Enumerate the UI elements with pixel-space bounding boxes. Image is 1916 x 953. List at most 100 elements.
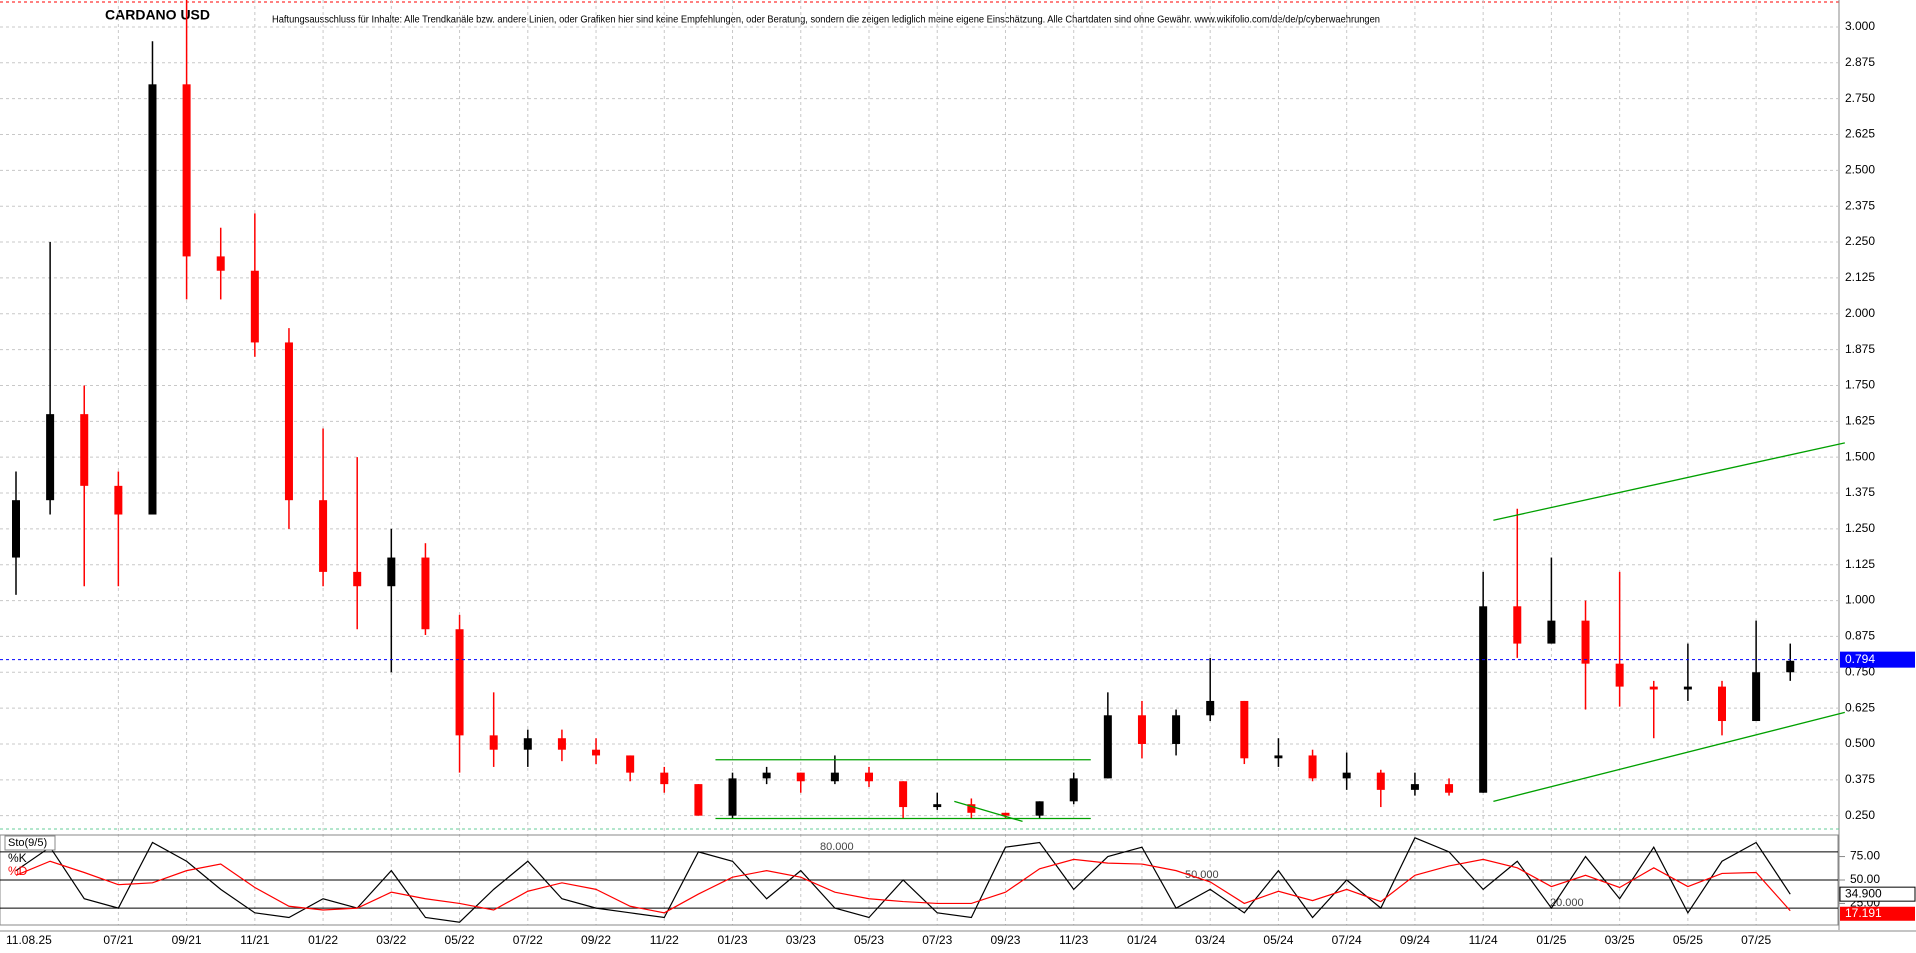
candle-body [1240, 700, 1249, 759]
x-tick-label: 05/23 [854, 933, 884, 947]
last-value-box [1840, 906, 1915, 921]
trendline [1493, 711, 1845, 802]
candle-body [557, 738, 566, 750]
candle-body [762, 772, 771, 779]
candle-body [284, 342, 293, 501]
candle-body [1479, 606, 1488, 793]
y-tick-label: 1.625 [1845, 413, 1875, 427]
y-tick-label: 3.000 [1845, 19, 1875, 33]
candle-body [1683, 686, 1692, 690]
y-tick-label: 0.875 [1845, 629, 1875, 643]
candle-body [46, 414, 55, 501]
x-tick-label: 09/24 [1400, 933, 1430, 947]
y-tick-label: 1.250 [1845, 521, 1875, 535]
x-tick-label: 07/25 [1741, 933, 1771, 947]
candle-body [12, 500, 20, 558]
candle-body [353, 571, 362, 587]
candle-body [1547, 620, 1556, 644]
candle-body [1752, 672, 1761, 722]
panel-title-box [4, 835, 56, 851]
candle-body [830, 772, 839, 782]
y-tick-label: 0.750 [1845, 664, 1875, 678]
candle-body [1069, 778, 1078, 802]
x-tick-label: 01/22 [308, 933, 338, 947]
x-tick-label: 05/22 [445, 933, 475, 947]
candle-body [1615, 663, 1624, 687]
current-price-label: 0.794 [1845, 652, 1875, 666]
candle-body [660, 772, 669, 785]
candle-body [1649, 686, 1658, 690]
x-tick-label: 07/23 [922, 933, 952, 947]
candle-body [694, 784, 703, 816]
x-tick-label: 07/21 [103, 933, 133, 947]
y-tick-label: 0.500 [1845, 736, 1875, 750]
y-tick-label: 1.500 [1845, 449, 1875, 463]
level-label: 50.000 [1185, 869, 1219, 881]
candle-body [967, 804, 976, 813]
y-tick-label: 2.750 [1845, 91, 1875, 105]
y-tick-label: 1.750 [1845, 378, 1875, 392]
candle-body [1376, 772, 1385, 790]
candle-body [1103, 715, 1112, 779]
candle-body [626, 755, 635, 773]
date-label: 11.08.25 [6, 933, 52, 947]
stoch-line [15, 837, 1791, 923]
trendline [1493, 442, 1845, 521]
candle-body [1513, 606, 1522, 644]
candle-body [1786, 660, 1795, 673]
y-tick-label: 0.250 [1845, 808, 1875, 822]
candle-body [1445, 784, 1454, 793]
candle-body [1410, 784, 1419, 790]
legend-label: %K [8, 851, 27, 865]
candle-body [1137, 715, 1146, 744]
y-tick-label: 1.875 [1845, 342, 1875, 356]
candle-body [1718, 686, 1726, 722]
candle-body [933, 804, 942, 808]
y-tick-label: 2.625 [1845, 127, 1875, 141]
level-label: 20.000 [1550, 897, 1584, 909]
candle-body [1035, 801, 1044, 816]
candle-body [387, 557, 396, 587]
candle-body [319, 500, 328, 572]
last-value-label: 17.191 [1845, 906, 1882, 920]
candle-body [865, 772, 873, 782]
stoch-line [15, 858, 1791, 914]
candle-body [216, 256, 225, 271]
x-tick-label: 03/24 [1195, 933, 1225, 947]
candle-body [80, 414, 89, 486]
panel-title: Sto(9/5) [8, 837, 47, 849]
candle-body [592, 749, 601, 756]
x-tick-label: 11/23 [1059, 933, 1088, 947]
chart-title: CARDANO USD [105, 7, 210, 23]
trendline [954, 800, 1023, 823]
candle-body [421, 557, 430, 630]
x-tick-label: 11/24 [1469, 933, 1498, 947]
candle-body [1342, 772, 1351, 779]
candle-body [899, 781, 908, 808]
x-tick-label: 05/24 [1263, 933, 1293, 947]
candle-body [1308, 755, 1317, 779]
candle-body [1206, 700, 1215, 716]
y-tick-label: 2.875 [1845, 55, 1875, 69]
x-tick-label: 03/23 [786, 933, 816, 947]
x-tick-label: 09/22 [581, 933, 611, 947]
disclaimer: Haftungsausschluss für Inhalte: Alle Tre… [272, 15, 1380, 26]
y-tick-label: 2.250 [1845, 234, 1875, 248]
last-value-label: 34.900 [1845, 886, 1882, 900]
last-value-box [1839, 886, 1916, 902]
x-tick-label: 05/25 [1673, 933, 1703, 947]
candle-body [1001, 812, 1010, 816]
x-tick-label: 07/24 [1332, 933, 1362, 947]
candle-body [455, 629, 464, 736]
candle-body [1172, 715, 1181, 744]
x-tick-label: 03/22 [376, 933, 406, 947]
candle-body [148, 84, 157, 515]
y-tick-label: 2.375 [1845, 198, 1875, 212]
x-tick-label: 09/23 [990, 933, 1020, 947]
x-tick-label: 07/22 [513, 933, 543, 947]
candle-body [114, 485, 123, 515]
x-tick-label: 01/24 [1127, 933, 1157, 947]
candle-body [250, 270, 259, 343]
x-tick-label: 11/21 [240, 933, 269, 947]
